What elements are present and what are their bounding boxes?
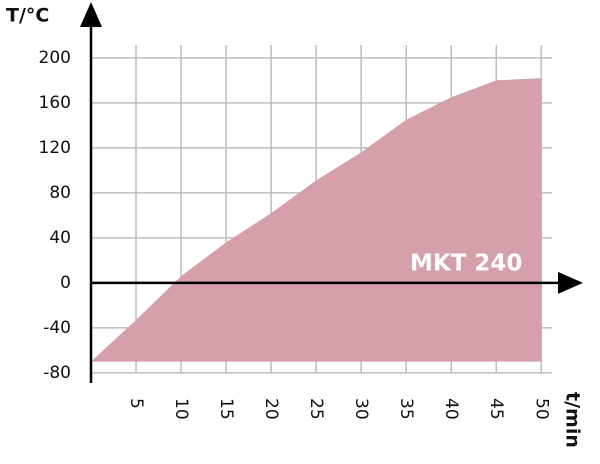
y-tick-label: 120: [39, 138, 71, 158]
x-tick-label: 35: [396, 398, 416, 420]
x-tick-label: 25: [306, 398, 326, 420]
y-tick-label: 160: [39, 93, 71, 113]
y-axis-arrow: [80, 2, 102, 27]
x-tick-label: 45: [486, 398, 506, 420]
x-tick-label: 10: [171, 398, 191, 420]
x-tick-label: 50: [531, 398, 551, 420]
x-tick-label: 20: [261, 398, 281, 420]
y-tick-label: 0: [60, 273, 71, 293]
x-tick-label: 5: [126, 398, 146, 409]
y-axis-label: T/°C: [6, 5, 49, 27]
y-tick-label: 80: [49, 183, 71, 203]
x-tick-label: 40: [441, 398, 461, 420]
x-tick-label: 30: [351, 398, 371, 420]
y-tick-label: -40: [43, 318, 71, 338]
y-tick-label: 200: [39, 48, 71, 68]
annotation: MKT 240: [410, 251, 522, 277]
area: [91, 78, 542, 362]
y-tick-label: 40: [49, 228, 71, 248]
y-tick-label: -80: [43, 363, 71, 383]
x-axis-label: t/min: [562, 392, 584, 448]
x-axis-arrow: [558, 271, 583, 294]
x-tick-label: 15: [216, 398, 236, 420]
